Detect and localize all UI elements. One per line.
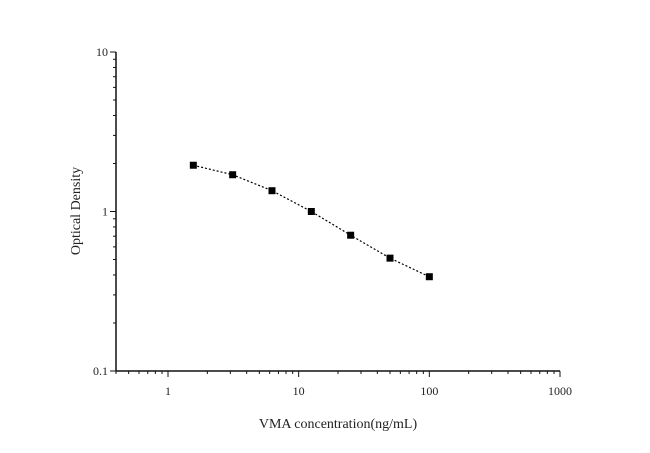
x-tick-label: 1000: [548, 384, 572, 398]
data-point: [189, 161, 197, 169]
y-axis-label: Optical Density: [69, 167, 84, 255]
y-tick-label: 1: [102, 205, 108, 219]
x-tick-label: 100: [420, 384, 438, 398]
data-point: [386, 254, 394, 262]
data-point: [268, 187, 276, 195]
data-marks: [189, 161, 433, 281]
data-point: [229, 171, 237, 179]
series-line: [193, 164, 430, 278]
ticks: 1 10 100 1000 0.1 1 10: [93, 45, 572, 398]
x-tick-label: 10: [293, 384, 305, 398]
data-point: [347, 231, 355, 239]
x-axis-label: VMA concentration(ng/mL): [259, 417, 418, 432]
data-point: [307, 208, 315, 215]
axes: [115, 52, 560, 372]
y-tick-label: 0.1: [93, 364, 108, 378]
y-tick-label: 10: [96, 45, 108, 59]
data-point: [425, 273, 433, 281]
x-tick-label: 1: [165, 384, 171, 398]
